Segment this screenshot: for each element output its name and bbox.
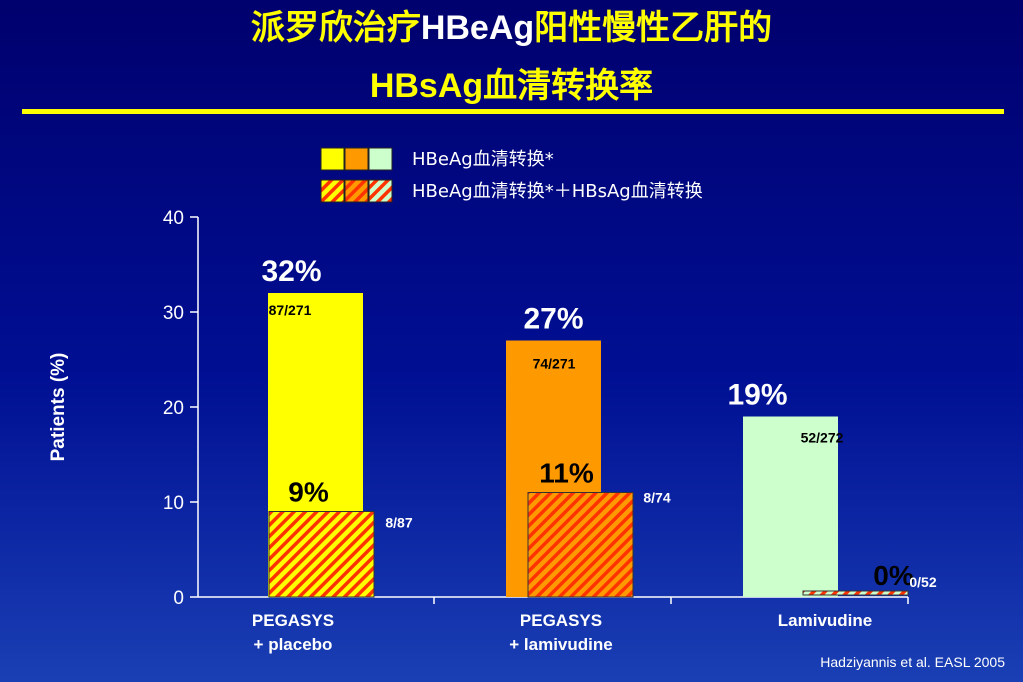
y-tick-label: 10 bbox=[163, 493, 184, 514]
y-tick-label: 40 bbox=[163, 208, 184, 229]
title-divider bbox=[22, 109, 1004, 114]
x-tick-label: PEGASYS bbox=[520, 611, 602, 630]
page-title-line1: 派罗欣治疗HBeAg阳性慢性乙肝的 bbox=[0, 8, 1023, 48]
title-cn-1: 派罗欣治疗 bbox=[250, 9, 421, 47]
chart-bars bbox=[268, 293, 909, 598]
count-label-series2: 0/52 bbox=[909, 574, 936, 590]
y-tick-label: 30 bbox=[163, 303, 184, 324]
citation: Hadziyannis et al. EASL 2005 bbox=[820, 654, 1005, 670]
legend-swatch bbox=[368, 179, 393, 203]
data-label-series1: 32% bbox=[261, 255, 321, 288]
page-title-line2: HBsAg血清转换率 bbox=[0, 66, 1023, 106]
legend-swatch bbox=[368, 147, 393, 171]
bar-series2 bbox=[268, 511, 375, 598]
y-tick-label: 0 bbox=[173, 588, 184, 609]
x-tick-label: + placebo bbox=[254, 635, 333, 654]
title-en-2: HBsAg bbox=[369, 67, 484, 105]
bar-series2 bbox=[527, 492, 634, 598]
legend-swatch bbox=[344, 179, 369, 203]
chart-labels: 32% 87/271 27% 74/271 19% 52/272 9% 8/87 11% 8/74… bbox=[261, 255, 936, 591]
title-cn-2: 阳性慢性乙肝的 bbox=[534, 9, 773, 47]
count-label-series1: 52/272 bbox=[801, 430, 844, 446]
data-label-series2: 11% bbox=[539, 458, 594, 489]
legend-swatch bbox=[320, 179, 345, 203]
title-cn-3: 血清转换率 bbox=[483, 67, 654, 105]
y-tick-label: 20 bbox=[163, 398, 184, 419]
data-label-series2: 0% bbox=[873, 560, 914, 591]
x-tick-label: Lamivudine bbox=[778, 611, 872, 630]
legend-swatch bbox=[320, 147, 345, 171]
x-tick-label: + lamivudine bbox=[509, 635, 612, 654]
count-label-series1: 87/271 bbox=[269, 302, 312, 318]
legend-swatch bbox=[344, 147, 369, 171]
data-label-series1: 27% bbox=[523, 303, 583, 336]
legend-label: HBeAg血清转换* bbox=[412, 149, 554, 170]
legend-label: HBeAg血清转换*＋HBsAg血清转换 bbox=[412, 181, 703, 202]
bar-series1 bbox=[743, 416, 838, 597]
x-tick-label: PEGASYS bbox=[252, 611, 334, 630]
bar-series2 bbox=[802, 590, 909, 596]
data-label-series1: 19% bbox=[727, 379, 787, 412]
count-label-series1: 74/271 bbox=[533, 356, 576, 372]
legend: HBeAg血清转换* HBeAg血清转换*＋HBsAg血清转换 bbox=[320, 147, 703, 203]
count-label-series2: 8/74 bbox=[643, 490, 670, 506]
data-label-series2: 9% bbox=[288, 477, 329, 508]
y-axis-title: Patients (%) bbox=[48, 353, 69, 462]
title-en-1: HBeAg bbox=[420, 9, 535, 47]
count-label-series2: 8/87 bbox=[385, 515, 412, 531]
